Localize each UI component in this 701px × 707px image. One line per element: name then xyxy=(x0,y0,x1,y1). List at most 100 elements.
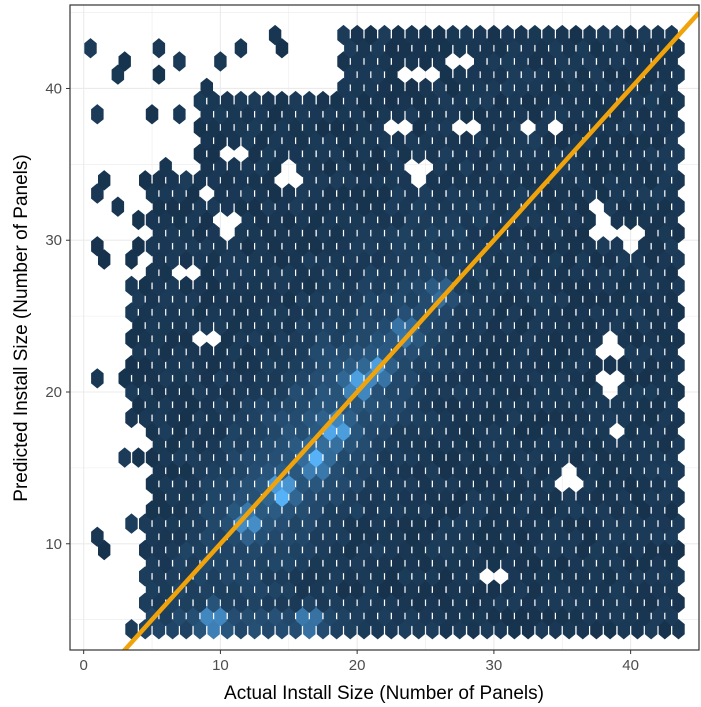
hex-bin xyxy=(371,90,384,112)
hex-bin xyxy=(241,341,254,363)
hex-bin xyxy=(392,130,405,151)
hex-bin xyxy=(631,566,644,587)
hex-bin xyxy=(542,183,555,204)
hex-bin xyxy=(549,328,562,349)
hex-bin xyxy=(139,355,152,376)
hex-bin xyxy=(139,407,152,429)
hex-bin xyxy=(200,421,213,442)
hex-bin xyxy=(392,24,405,46)
hex-bin xyxy=(248,592,261,613)
hex-bin xyxy=(474,526,487,547)
hex-bin xyxy=(494,355,507,376)
hex-bin xyxy=(460,394,473,415)
hex-bin xyxy=(644,249,658,270)
hex-bin xyxy=(330,434,343,455)
hex-bin xyxy=(597,394,610,415)
hex-bin xyxy=(344,38,357,59)
hex-bin xyxy=(672,275,685,297)
hex-bin xyxy=(241,156,254,178)
hex-bin xyxy=(508,64,521,85)
hex-bin xyxy=(433,24,446,46)
hex-bin xyxy=(617,487,630,508)
hex-bin xyxy=(439,64,453,85)
hex-bin xyxy=(248,170,261,191)
hex-bin xyxy=(344,434,357,455)
hex-bin xyxy=(610,526,624,547)
hex-bin xyxy=(186,605,200,627)
hex-bin xyxy=(562,249,576,270)
hex-bin xyxy=(180,407,193,429)
hex-bin xyxy=(446,130,460,151)
hex-bin xyxy=(542,209,555,231)
hex-bin xyxy=(200,262,213,283)
hex-bin xyxy=(569,341,583,363)
hex-bin xyxy=(638,368,651,389)
hex-bin xyxy=(207,407,220,429)
hex-bin xyxy=(392,77,405,98)
hex-bin xyxy=(658,222,671,244)
hex-bin xyxy=(289,355,302,376)
hex-bin xyxy=(453,487,466,508)
hex-bin xyxy=(139,328,152,349)
hex-bin xyxy=(439,170,453,191)
hex-bin xyxy=(603,302,617,323)
hex-bin xyxy=(337,421,350,442)
hex-bin xyxy=(145,500,159,521)
hex-bin xyxy=(515,394,528,415)
hex-bin xyxy=(672,592,685,613)
hex-bin xyxy=(330,117,343,138)
hex-bin xyxy=(480,275,494,297)
hex-bin xyxy=(337,262,350,283)
hex-bin xyxy=(658,487,671,508)
hex-bin xyxy=(480,90,494,112)
hex-bin xyxy=(152,355,166,376)
hex-bin xyxy=(214,473,227,495)
hex-bin xyxy=(330,513,343,534)
hex-bin xyxy=(528,500,542,521)
hex-bin xyxy=(426,117,439,138)
hex-bin xyxy=(665,447,678,468)
hex-bin xyxy=(357,302,371,323)
hex-bin xyxy=(603,513,617,534)
hex-bin xyxy=(419,421,432,442)
hex-bin xyxy=(173,315,186,336)
hex-bin xyxy=(385,222,398,244)
hex-bin xyxy=(248,222,261,244)
hex-bin xyxy=(241,473,254,495)
hex-bin xyxy=(398,90,412,112)
hex-bin xyxy=(487,553,501,574)
hex-bin xyxy=(597,77,610,98)
hex-bin xyxy=(385,513,398,534)
hex-bin xyxy=(631,90,644,112)
hex-bin xyxy=(385,275,398,297)
hex-bin xyxy=(515,553,528,574)
hex-bin xyxy=(275,407,289,429)
hex-bin xyxy=(556,447,569,468)
hex-bin xyxy=(330,355,343,376)
hex-bin xyxy=(262,302,275,323)
hex-bin xyxy=(275,328,289,349)
hex-bin xyxy=(166,355,179,376)
hex-bin xyxy=(234,275,248,297)
hex-bin xyxy=(474,553,487,574)
hex-bin xyxy=(166,407,179,429)
hex-bin xyxy=(535,64,548,85)
hex-bin xyxy=(638,24,651,46)
hex-bin xyxy=(248,302,261,323)
hex-bin xyxy=(433,421,446,442)
hex-bin xyxy=(549,592,562,613)
hex-bin xyxy=(323,209,336,231)
hex-bin xyxy=(672,566,685,587)
hex-bin xyxy=(501,526,514,547)
hex-bin xyxy=(303,275,316,297)
hex-bin xyxy=(241,368,254,389)
hex-bin xyxy=(638,526,651,547)
hex-bin xyxy=(460,77,473,98)
hex-bin xyxy=(385,434,398,455)
hex-bin xyxy=(528,579,542,600)
hex-bin xyxy=(515,24,528,46)
hex-bin xyxy=(398,222,412,244)
hex-bin xyxy=(357,249,371,270)
hex-bin xyxy=(419,500,432,521)
hex-bin xyxy=(515,236,528,257)
